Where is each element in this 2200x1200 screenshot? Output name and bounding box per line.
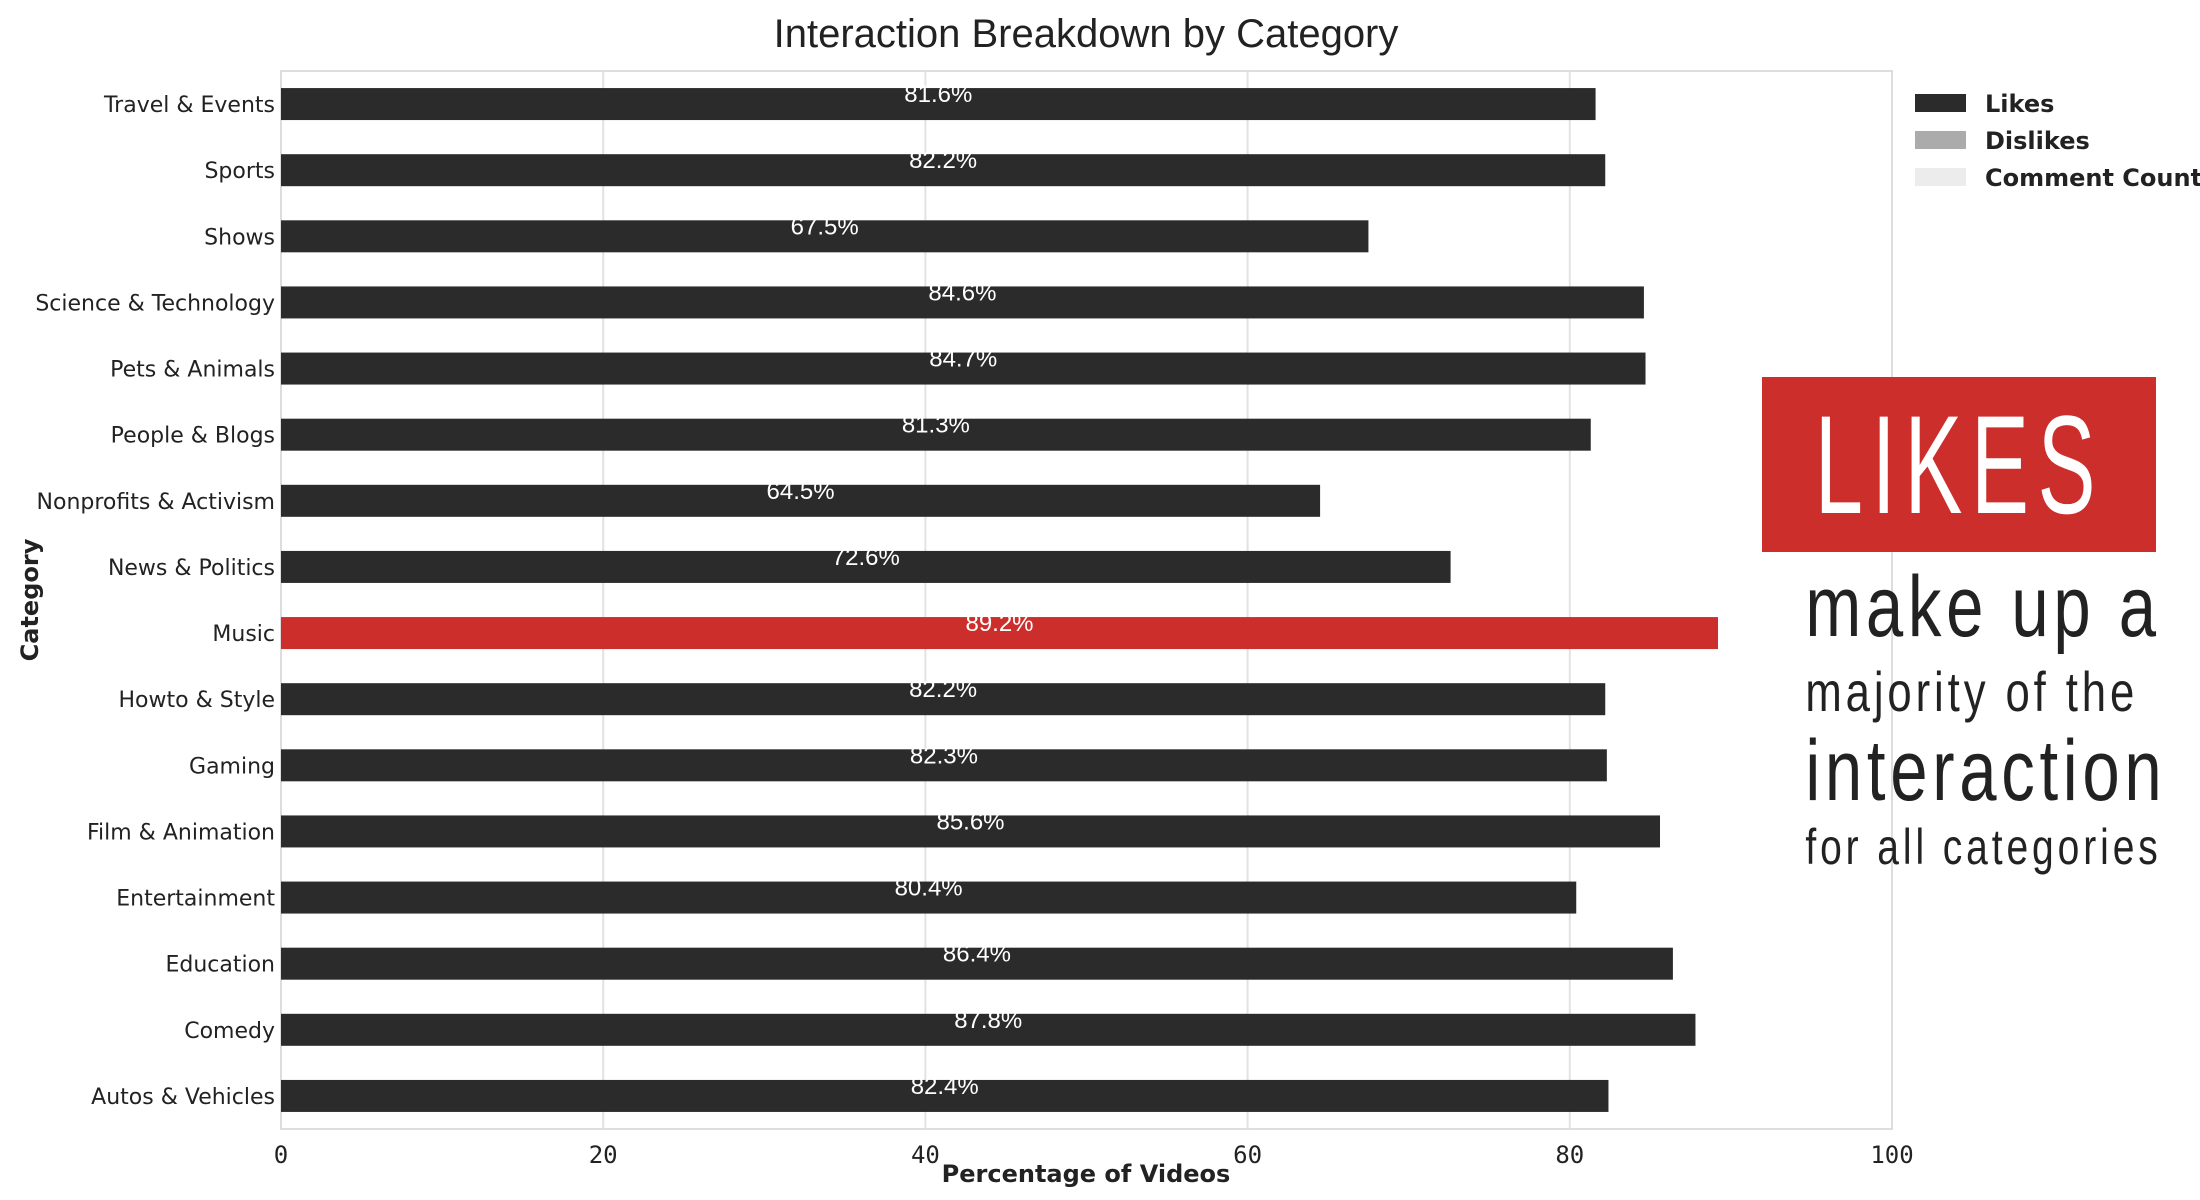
bar-value-label: 87.8%: [954, 1007, 1022, 1034]
x-tick-label: 60: [1233, 1141, 1262, 1169]
bar-value-label: 81.6%: [904, 81, 972, 108]
category-label: Music: [212, 622, 275, 647]
category-label: Science & Technology: [35, 291, 275, 316]
bar-likes: [281, 881, 1577, 914]
bar-likes: [281, 1079, 1609, 1112]
callout-line-2: majority of the: [1805, 660, 2139, 723]
bar-likes: [281, 154, 1606, 187]
bar-value-label: 82.3%: [910, 742, 978, 769]
x-tick-label: 0: [274, 1141, 288, 1169]
bar-value-label: 64.5%: [767, 478, 835, 505]
likes-callout: LIKES make up a majority of the interact…: [1762, 377, 2167, 875]
category-label: Entertainment: [116, 887, 275, 912]
category-label: People & Blogs: [111, 424, 275, 449]
bar-value-label: 86.4%: [943, 941, 1011, 968]
callout-headline-box: LIKES: [1762, 377, 2156, 552]
bar-value-label: 80.4%: [895, 875, 963, 902]
bar-value-label: 89.2%: [965, 610, 1033, 637]
bar-likes: [281, 550, 1451, 583]
category-label: News & Politics: [108, 556, 275, 581]
bar-likes: [281, 418, 1591, 451]
bar-value-label: 82.4%: [911, 1073, 979, 1100]
bar-likes: [281, 815, 1661, 848]
legend-label: Dislikes: [1985, 127, 2090, 155]
bar-value-label: 85.6%: [936, 808, 1004, 835]
chart-title: Interaction Breakdown by Category: [774, 12, 1399, 56]
category-label: Pets & Animals: [110, 358, 275, 383]
x-axis-label: Percentage of Videos: [942, 1160, 1231, 1188]
bar-value-label: 84.7%: [929, 346, 997, 373]
bar-value-label: 82.2%: [909, 676, 977, 703]
x-tick-labels: 0 20 40 60 80 100: [274, 1141, 1914, 1169]
bar-value-label: 82.2%: [909, 147, 977, 174]
bar-likes: [281, 220, 1369, 253]
category-label: Shows: [204, 225, 275, 250]
category-label: Autos & Vehicles: [91, 1085, 275, 1110]
bar-value-label: 67.5%: [791, 213, 859, 240]
plot-area-frame: [280, 70, 1893, 1130]
legend-swatch: [1915, 131, 1966, 149]
bar-value-label: 72.6%: [832, 544, 900, 571]
x-tick-label: 40: [911, 1141, 940, 1169]
bar-likes: [281, 286, 1644, 319]
legend-swatch: [1915, 94, 1966, 112]
bar-likes: [281, 352, 1646, 385]
legend-label: Likes: [1985, 90, 2054, 118]
category-label: Education: [165, 953, 275, 978]
x-tick-label: 80: [1555, 1141, 1584, 1169]
bar-likes: [281, 947, 1673, 980]
x-tick-label: 100: [1870, 1141, 1913, 1169]
bar-likes: [281, 749, 1607, 782]
data-labels: 81.6% 82.2% 67.5% 84.6% 84.7% 81.3% 64.5% 72.6%…: [767, 81, 1034, 1100]
x-tick-label: 20: [589, 1141, 618, 1169]
category-labels: Travel & Events Sports Shows Science & Tech…: [35, 93, 275, 1110]
bars: [281, 88, 1719, 1112]
category-label: Film & Animation: [87, 820, 275, 845]
callout-headline: LIKES: [1814, 385, 2104, 543]
legend-swatch: [1915, 168, 1966, 186]
category-label: Sports: [204, 159, 275, 184]
category-label: Howto & Style: [119, 688, 275, 713]
category-label: Travel & Events: [103, 93, 275, 118]
bar-value-label: 81.3%: [902, 412, 970, 439]
legend-label: Comment Count: [1985, 164, 2200, 192]
callout-line-4: for all categories: [1805, 819, 2162, 875]
category-label: Comedy: [184, 1019, 275, 1044]
category-label: Gaming: [189, 754, 275, 779]
bar-value-label: 84.6%: [928, 279, 996, 306]
legend: Likes Dislikes Comment Count: [1915, 90, 2200, 192]
bar-likes: [281, 1013, 1696, 1046]
bar-likes: [281, 683, 1606, 716]
bar-likes: [281, 617, 1719, 650]
category-label: Nonprofits & Activism: [37, 490, 275, 515]
callout-line-1: make up a: [1805, 559, 2161, 655]
y-axis-label: Category: [16, 538, 44, 661]
bar-likes: [281, 88, 1596, 121]
callout-line-3: interaction: [1805, 723, 2167, 819]
bar-likes: [281, 484, 1321, 517]
